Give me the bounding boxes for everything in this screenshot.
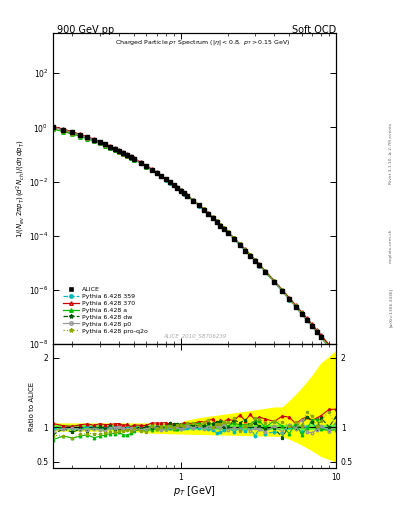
Y-axis label: $1/(N_{ev}\,2\pi p_T)\,(d^2N_{ch})/(d\eta\,dp_T)$: $1/(N_{ev}\,2\pi p_T)\,(d^2N_{ch})/(d\et… <box>15 139 28 238</box>
X-axis label: $p_T$ [GeV]: $p_T$ [GeV] <box>173 484 216 498</box>
Legend: ALICE, Pythia 6.428 359, Pythia 6.428 370, Pythia 6.428 a, Pythia 6.428 dw, Pyth: ALICE, Pythia 6.428 359, Pythia 6.428 37… <box>62 285 149 335</box>
Text: 900 GeV pp: 900 GeV pp <box>57 25 114 35</box>
Text: Charged Particle $p_T$ Spectrum $(|\eta|<0.8,\ p_T>0.15\ \mathrm{GeV})$: Charged Particle $p_T$ Spectrum $(|\eta|… <box>115 38 291 47</box>
Text: [arXiv:1306.3436]: [arXiv:1306.3436] <box>389 288 393 327</box>
Text: Rivet 3.1.10, ≥ 2.7M events: Rivet 3.1.10, ≥ 2.7M events <box>389 123 393 184</box>
Text: Soft QCD: Soft QCD <box>292 25 336 35</box>
Y-axis label: Ratio to ALICE: Ratio to ALICE <box>29 382 35 431</box>
Text: mcplots.cern.ch: mcplots.cern.ch <box>389 228 393 263</box>
Text: ALICE_2010_S8706239: ALICE_2010_S8706239 <box>163 334 226 339</box>
